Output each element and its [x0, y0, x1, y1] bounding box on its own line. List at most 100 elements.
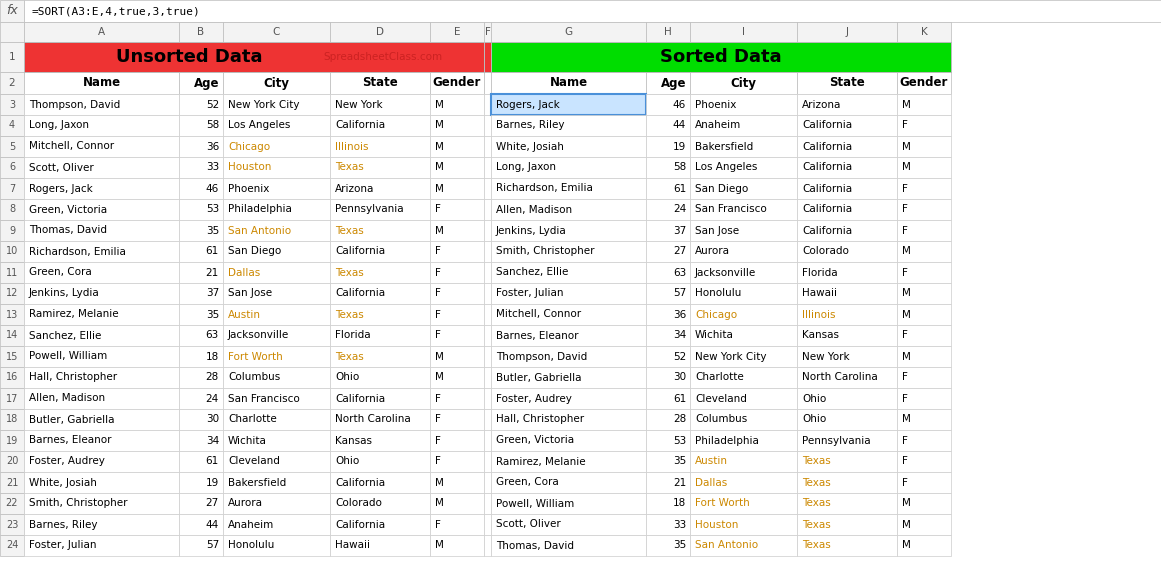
Bar: [430, 325, 484, 346]
Text: M: M: [435, 183, 444, 194]
Text: 19: 19: [6, 436, 19, 445]
Bar: [0, 283, 24, 304]
Text: Ohio: Ohio: [336, 373, 359, 382]
Text: 37: 37: [672, 225, 686, 236]
Bar: [690, 241, 796, 262]
Bar: [179, 514, 223, 535]
Bar: [179, 262, 223, 283]
Bar: [484, 388, 491, 409]
Bar: [24, 451, 179, 472]
Bar: [179, 451, 223, 472]
Bar: [0, 94, 24, 115]
Text: Barnes, Riley: Barnes, Riley: [496, 120, 564, 131]
Bar: [646, 94, 690, 115]
Text: M: M: [902, 162, 911, 173]
Text: Scott, Oliver: Scott, Oliver: [29, 162, 94, 173]
Bar: [796, 283, 897, 304]
Bar: [179, 72, 223, 94]
Bar: [223, 367, 330, 388]
Bar: [491, 136, 646, 157]
Bar: [223, 22, 330, 42]
Bar: [24, 325, 179, 346]
Bar: [897, 115, 951, 136]
Bar: [24, 304, 179, 325]
Text: M: M: [902, 520, 911, 529]
Bar: [0, 430, 24, 451]
Text: Texas: Texas: [802, 541, 831, 550]
Bar: [796, 472, 897, 493]
Bar: [24, 430, 179, 451]
Text: Texas: Texas: [802, 457, 831, 466]
Text: San Francisco: San Francisco: [228, 394, 300, 403]
Bar: [646, 304, 690, 325]
Text: Fort Worth: Fort Worth: [695, 499, 750, 508]
Bar: [330, 493, 430, 514]
Text: I: I: [742, 27, 745, 37]
Text: Illinois: Illinois: [336, 141, 368, 152]
Bar: [484, 451, 491, 472]
Bar: [179, 94, 223, 115]
Text: 44: 44: [672, 120, 686, 131]
Bar: [491, 367, 646, 388]
Text: 52: 52: [672, 352, 686, 361]
Text: Thomas, David: Thomas, David: [496, 541, 574, 550]
Text: F: F: [902, 457, 908, 466]
Bar: [484, 178, 491, 199]
Text: Anaheim: Anaheim: [228, 520, 274, 529]
Text: Dallas: Dallas: [228, 268, 260, 278]
Bar: [0, 409, 24, 430]
Text: F: F: [902, 204, 908, 215]
Text: New York City: New York City: [695, 352, 766, 361]
Text: Honolulu: Honolulu: [695, 289, 742, 299]
Bar: [0, 493, 24, 514]
Text: Hawaii: Hawaii: [336, 541, 370, 550]
Bar: [24, 262, 179, 283]
Text: Bakersfield: Bakersfield: [228, 478, 287, 487]
Bar: [491, 493, 646, 514]
Bar: [430, 304, 484, 325]
Bar: [796, 346, 897, 367]
Text: 63: 63: [205, 331, 219, 340]
Text: J: J: [845, 27, 849, 37]
Text: G: G: [564, 27, 572, 37]
Text: Jenkins, Lydia: Jenkins, Lydia: [29, 289, 100, 299]
Text: Ramirez, Melanie: Ramirez, Melanie: [496, 457, 585, 466]
Bar: [179, 22, 223, 42]
Text: A: A: [98, 27, 104, 37]
Text: San Jose: San Jose: [695, 225, 740, 236]
Bar: [223, 220, 330, 241]
Bar: [484, 367, 491, 388]
Text: 57: 57: [205, 541, 219, 550]
Bar: [223, 409, 330, 430]
Text: 24: 24: [205, 394, 219, 403]
Text: M: M: [435, 373, 444, 382]
Text: M: M: [435, 162, 444, 173]
Bar: [330, 241, 430, 262]
Text: 30: 30: [673, 373, 686, 382]
Bar: [223, 178, 330, 199]
Bar: [491, 451, 646, 472]
Bar: [690, 199, 796, 220]
Bar: [484, 262, 491, 283]
Text: Texas: Texas: [336, 352, 363, 361]
Text: Unsorted Data: Unsorted Data: [116, 48, 262, 66]
Bar: [330, 367, 430, 388]
Text: F: F: [435, 310, 441, 319]
Text: 9: 9: [9, 225, 15, 236]
Bar: [0, 472, 24, 493]
Text: California: California: [802, 141, 852, 152]
Bar: [897, 178, 951, 199]
Bar: [690, 94, 796, 115]
Text: California: California: [336, 478, 385, 487]
Bar: [0, 367, 24, 388]
Text: 61: 61: [205, 247, 219, 257]
Text: 20: 20: [6, 457, 19, 466]
Text: 5: 5: [9, 141, 15, 152]
Bar: [646, 157, 690, 178]
Bar: [897, 472, 951, 493]
Bar: [24, 220, 179, 241]
Bar: [179, 367, 223, 388]
Bar: [0, 157, 24, 178]
Text: M: M: [902, 310, 911, 319]
Text: North Carolina: North Carolina: [802, 373, 878, 382]
